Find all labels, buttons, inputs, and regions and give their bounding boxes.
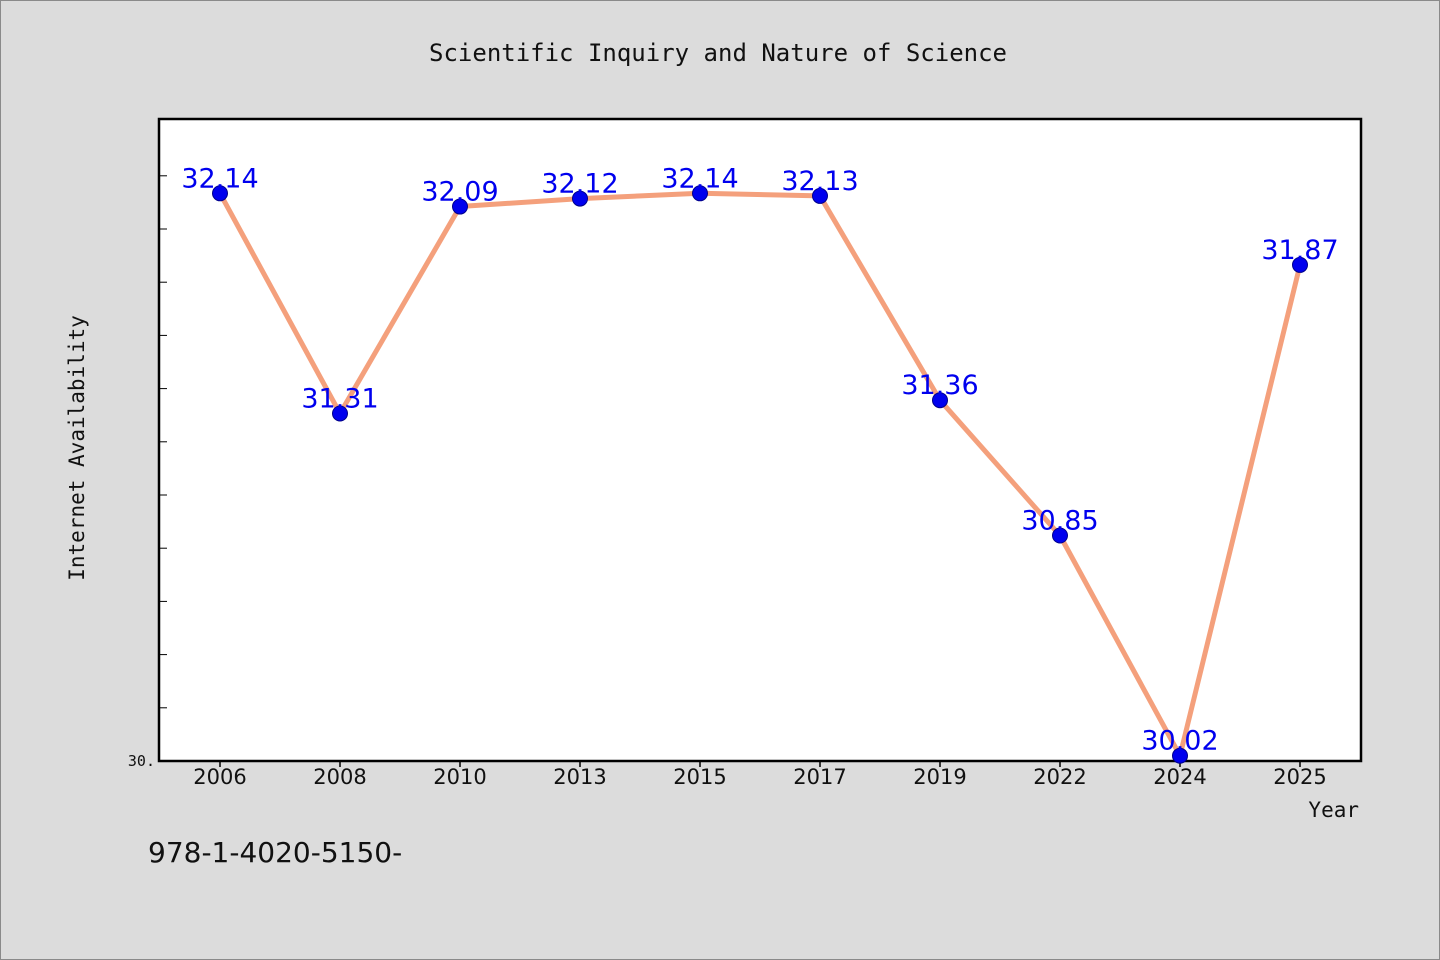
x-tick-label: 2010 (433, 765, 486, 789)
data-point (1292, 256, 1308, 273)
data-point (1172, 747, 1188, 764)
x-tick-labels-group: 2006 2008 2010 2013 2015 2017 2019 2022 2024 2025 (193, 765, 1326, 789)
data-point (452, 198, 468, 215)
x-tick-label: 2008 (313, 765, 366, 789)
data-point (1052, 527, 1068, 544)
x-tick-label: 2022 (1033, 765, 1086, 789)
series-line (217, 190, 1303, 759)
data-label: 31.87 (1261, 235, 1338, 266)
data-label: 32.14 (181, 163, 258, 194)
data-point (932, 392, 948, 409)
markers-group (212, 185, 1308, 764)
series-line-group (217, 190, 1303, 759)
data-point (692, 185, 708, 202)
x-tick-label: 2006 (193, 765, 246, 789)
x-tick-label: 2025 (1273, 765, 1326, 789)
annotation-text: 978-1-4020-5150- (148, 836, 402, 869)
y-tick-label: 30. (128, 752, 155, 770)
data-label: 30.85 (1021, 506, 1098, 537)
data-label: 31.31 (301, 383, 378, 414)
y-axis-label: Internet Availability (65, 315, 89, 581)
data-label: 31.36 (901, 370, 978, 401)
x-tick-label: 2024 (1153, 765, 1206, 789)
data-label: 32.09 (421, 177, 498, 208)
x-tick-label: 2017 (793, 765, 846, 789)
x-tick-label: 2019 (913, 765, 966, 789)
data-label: 32.14 (661, 163, 738, 194)
y-axis-ticks (158, 175, 167, 762)
chart-title: Scientific Inquiry and Nature of Science (429, 39, 1007, 67)
x-axis-ticks (219, 761, 1301, 767)
data-point (812, 187, 828, 204)
data-labels-group: 32.14 31.31 32.09 32.12 32.14 32.13 31.36 30.85… (181, 163, 1338, 756)
data-label: 30.02 (1141, 726, 1218, 757)
data-point (332, 405, 348, 422)
data-label: 32.12 (541, 169, 618, 200)
x-axis-label: Year (1308, 798, 1359, 822)
data-point (212, 185, 228, 202)
data-label: 32.13 (781, 166, 858, 197)
plot-area (157, 117, 1363, 763)
x-tick-label: 2013 (553, 765, 606, 789)
x-tick-label: 2015 (673, 765, 726, 789)
data-point (572, 190, 588, 207)
